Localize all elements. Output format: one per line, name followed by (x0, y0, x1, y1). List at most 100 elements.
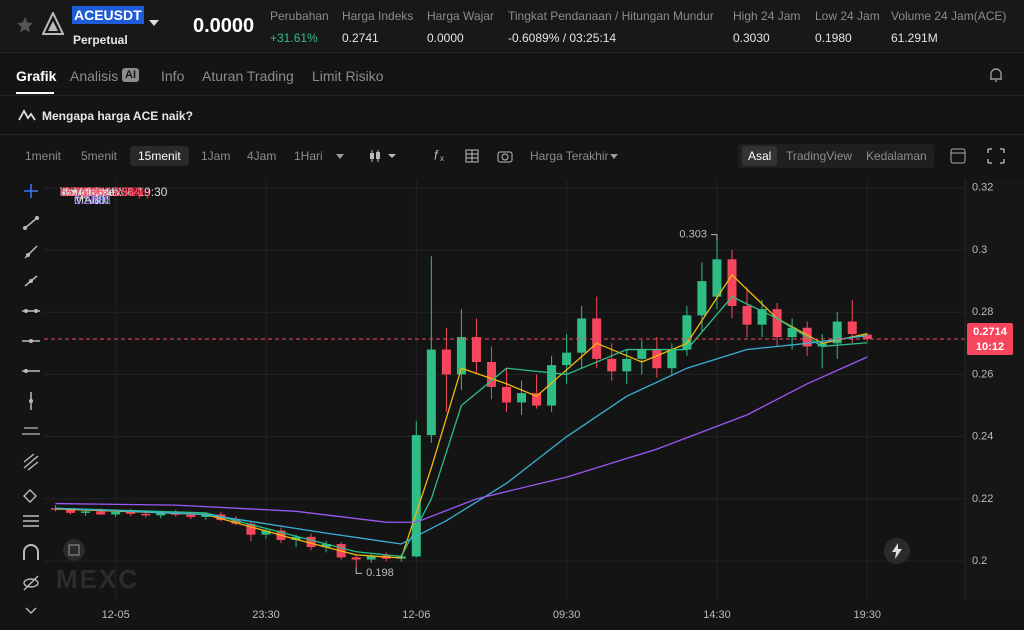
legend-time: 2025/12/06 19:30 (74, 185, 168, 199)
candle-body (607, 358, 617, 372)
candle-body (111, 511, 121, 515)
dropdown[interactable] (336, 154, 344, 159)
y-tick-label: 0.28 (972, 306, 993, 318)
candle-body (712, 259, 722, 297)
candle-body (592, 318, 602, 359)
legend-value: 0.2714 (60, 185, 97, 199)
tab[interactable]: Grafik (16, 68, 57, 84)
symbol[interactable]: ACEUSDT (72, 6, 144, 24)
legend-value: -0.0014 (-0.51%) (60, 185, 151, 199)
ma-line (55, 356, 868, 523)
y-tick-label: 0.3 (972, 244, 987, 256)
stat-label: High 24 Jam (733, 9, 801, 23)
candle-body (697, 281, 707, 316)
candle-body (532, 393, 542, 406)
bell-icon[interactable] (988, 67, 1004, 83)
view-button[interactable]: TradingView (786, 149, 853, 163)
candle-body (652, 349, 662, 369)
candle-body (667, 349, 677, 369)
layout-icons[interactable] (948, 147, 1008, 165)
interval-button[interactable]: 1menit (25, 149, 62, 163)
tab[interactable]: Info (161, 68, 185, 84)
legend-label: MA30: (74, 193, 109, 207)
interval-button[interactable]: 5menit (81, 149, 118, 163)
stat-value: 61.291M (891, 31, 938, 45)
candle-body (126, 511, 136, 514)
candle-body (426, 349, 436, 436)
candle-body (547, 365, 557, 406)
legend-label: Tinggi: (60, 185, 96, 199)
stat-value: 0.0000 (427, 31, 464, 45)
candle-body (817, 343, 827, 347)
candle-body (682, 315, 692, 350)
drawing-tools[interactable] (0, 178, 44, 628)
legend-value: 0.2731 (74, 193, 111, 207)
candle-body (622, 358, 632, 372)
stat-value: -0.6089% / 03:25:14 (508, 31, 617, 45)
favorite-star[interactable] (16, 16, 34, 34)
candle-body (81, 511, 91, 513)
candle-type-icon[interactable] (368, 148, 398, 164)
quick-trade-button[interactable] (883, 537, 911, 565)
legend-value: 0.2732 (60, 185, 97, 199)
candle-body (321, 544, 331, 548)
legend-label: Jangkauan: (60, 185, 123, 199)
dropdown-arrow[interactable] (149, 19, 159, 27)
tab[interactable]: Limit Risiko (312, 68, 384, 84)
stat-value: +31.61% (270, 31, 318, 45)
candle-body (456, 337, 466, 375)
tab[interactable]: Aturan Trading (202, 68, 294, 84)
legend-label: Rendah: (60, 185, 106, 199)
banner-text[interactable]: Mengapa harga ACE naik? (42, 109, 193, 123)
svg-text:f: f (434, 148, 439, 162)
candle-body (757, 309, 767, 325)
legend-label: Volume: (74, 185, 118, 199)
candle-body (366, 555, 376, 560)
y-tick-label: 0.26 (972, 368, 993, 380)
candle-body (471, 337, 481, 362)
price-badge-countdown: 10:12 (976, 341, 1004, 353)
y-tick-label: 0.24 (972, 431, 993, 443)
banner-icon (18, 109, 36, 121)
interval-button[interactable]: 1Hari (294, 149, 323, 163)
candle-body (246, 523, 256, 535)
legend-value: 0.0026 (0.95%) (60, 185, 143, 199)
stat-label: Harga Indeks (342, 9, 414, 23)
tab-bar (0, 53, 1024, 96)
price-badge (967, 322, 1013, 355)
candle-body (141, 513, 151, 516)
x-tick-label: 14:30 (703, 609, 731, 621)
annotation-pointer (710, 234, 718, 241)
legend-value: 15,062.6274 (74, 185, 141, 199)
dropdown[interactable] (610, 154, 618, 159)
candle-body (96, 511, 106, 515)
stat-label: Volume 24 Jam(ACE) (891, 9, 1007, 23)
candle-body (562, 352, 572, 366)
legend-label: MA5: (74, 193, 103, 207)
candle-body (201, 514, 211, 517)
screenshot-button[interactable] (62, 538, 86, 562)
x-tick-label: 12-06 (402, 609, 430, 621)
price-axis (965, 180, 1024, 600)
view-button[interactable]: Kedalaman (866, 149, 927, 163)
legend: 2025/12/06 19:30 Buka: 0.2728 Tutup: 0.2714 T… (60, 184, 910, 207)
interval-button[interactable]: 4Jam (247, 149, 277, 163)
ai-badge: AI (122, 68, 139, 82)
price-type[interactable]: Harga Terakhir (530, 149, 609, 163)
candle-body (847, 321, 857, 334)
legend-label: Tutup: (60, 185, 94, 199)
candle-body (411, 435, 421, 557)
legend-value: 0.2702 (74, 193, 111, 207)
legend-label: MA60: (74, 193, 109, 207)
coin-logo (42, 12, 64, 35)
tab[interactable]: Analisis (70, 68, 119, 84)
candle-body (772, 309, 782, 338)
interval-button[interactable]: 1Jam (201, 149, 231, 163)
stat-label: Harga Wajar (427, 9, 494, 23)
candle-body (231, 520, 241, 524)
stat-label: Perubahan (270, 9, 329, 23)
interval-button[interactable]: 15menit (130, 146, 189, 166)
legend-label: MA (74, 193, 92, 207)
view-button[interactable]: Asal (742, 146, 778, 166)
